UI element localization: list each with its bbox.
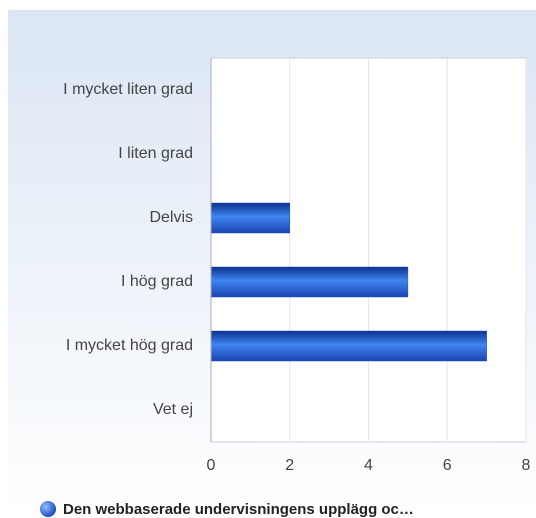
x-tick-label: 2 [285,457,294,474]
y-tick-label: I mycket liten grad [63,81,193,98]
x-tick-label: 0 [207,457,216,474]
x-tick-label: 6 [443,457,452,474]
y-tick-label: Delvis [149,209,193,226]
x-tick-label: 8 [522,457,531,474]
y-tick-label: I mycket hög grad [66,337,193,354]
legend-marker [40,501,56,517]
x-tick-label: 4 [364,457,373,474]
y-tick-label: I hög grad [121,273,193,290]
bar [210,202,290,234]
bar [210,266,409,298]
bar [210,330,487,362]
y-tick-label: Vet ej [153,401,193,418]
legend-label: Den webbaserade undervisningens upplägg … [63,501,414,518]
y-tick-label: I liten grad [118,145,193,162]
